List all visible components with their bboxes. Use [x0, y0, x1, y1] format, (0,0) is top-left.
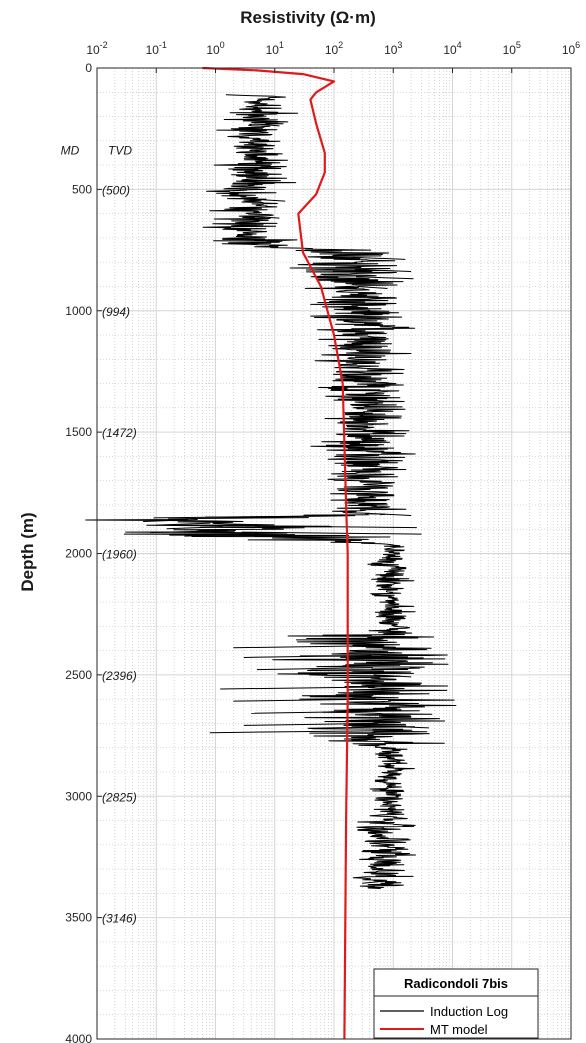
legend-label-induction-log: Induction Log: [430, 1004, 508, 1019]
y-tick-label: 2500: [65, 668, 92, 682]
induction-log-spike: [256, 667, 373, 671]
induction-log-spike: [243, 722, 379, 726]
induction-log-spike: [209, 730, 379, 734]
induction-log-spike: [184, 533, 249, 537]
induction-log-spike: [248, 215, 280, 219]
induction-log-spike: [355, 276, 414, 280]
tvd-label: (1960): [102, 548, 137, 562]
legend-title: Radicondoli 7bis: [404, 976, 508, 991]
y-axis-title: Depth (m): [18, 512, 37, 591]
legend: Radicondoli 7bis Induction Log MT model: [373, 968, 539, 1039]
induction-log-spike: [233, 698, 376, 702]
tvd-label: (2825): [102, 790, 137, 804]
x-tick-label: 10-1: [146, 40, 167, 57]
y-tick-label: 0: [85, 61, 92, 75]
induction-log-spike: [354, 268, 412, 272]
tvd-label: (994): [102, 305, 130, 319]
x-tick-label: 106: [562, 40, 580, 57]
tvd-depth-labels: (500) (994) (1472) (1960) (2396) (2825) (3146): [102, 183, 137, 925]
tvd-label: (2396): [102, 669, 137, 683]
md-header-label: MD: [61, 144, 80, 158]
x-tick-label: 105: [503, 40, 521, 57]
induction-log-spike: [243, 654, 372, 658]
induction-log-spike: [250, 198, 286, 202]
x-tick-label: 101: [266, 40, 284, 57]
induction-log-spike: [362, 880, 385, 884]
induction-log-spike: [254, 123, 280, 127]
mt-model-series: [202, 66, 349, 1040]
induction-log-spike: [220, 686, 375, 690]
induction-log-spike: [166, 526, 224, 530]
induction-log-spike: [143, 519, 198, 523]
y-tick-label: 2000: [65, 547, 92, 561]
induction-log-spike: [369, 512, 412, 516]
legend-label-mt-model: MT model: [430, 1022, 488, 1037]
y-tick-label: 3000: [65, 789, 92, 803]
x-axis-title: Resistivity (Ω·m): [240, 8, 376, 27]
y-tick-label: 1000: [65, 304, 92, 318]
induction-log-spike: [378, 725, 429, 729]
induction-log-spike: [241, 531, 422, 535]
induction-log-spike: [150, 529, 236, 533]
x-axis-ticks: 10-2 10-1 100 101 102 103 104 105 106: [86, 40, 580, 73]
legend-box: [373, 968, 539, 1039]
tvd-label: (1472): [102, 426, 137, 440]
x-tick-label: 104: [443, 40, 461, 57]
x-tick-label: 102: [325, 40, 343, 57]
induction-log-trace: [202, 94, 416, 516]
tvd-header-label: TVD: [108, 144, 132, 158]
induction-log-spike: [156, 522, 211, 526]
y-tick-label: 500: [72, 182, 92, 196]
induction-log-spike: [218, 525, 417, 529]
induction-log-spike: [352, 256, 406, 260]
mt-model-line: [202, 66, 349, 1040]
tvd-label: (500): [102, 183, 130, 197]
induction-log-spike: [153, 515, 327, 519]
induction-log-trace: [85, 514, 457, 889]
y-tick-label: 4000: [65, 1032, 92, 1043]
induction-log-spike: [251, 710, 378, 714]
y-tick-label: 3500: [65, 911, 92, 925]
induction-log-spike: [357, 285, 388, 289]
tvd-label: (3146): [102, 912, 137, 926]
x-tick-label: 103: [384, 40, 402, 57]
x-tick-label: 10-2: [86, 40, 107, 57]
y-axis-ticks: 0 500 1000 1500 2000 2500 3000 3500 4000: [65, 61, 102, 1043]
y-tick-label: 1500: [65, 425, 92, 439]
x-tick-label: 100: [206, 40, 224, 57]
induction-log-spike: [373, 674, 412, 678]
induction-log-spike: [357, 827, 385, 831]
